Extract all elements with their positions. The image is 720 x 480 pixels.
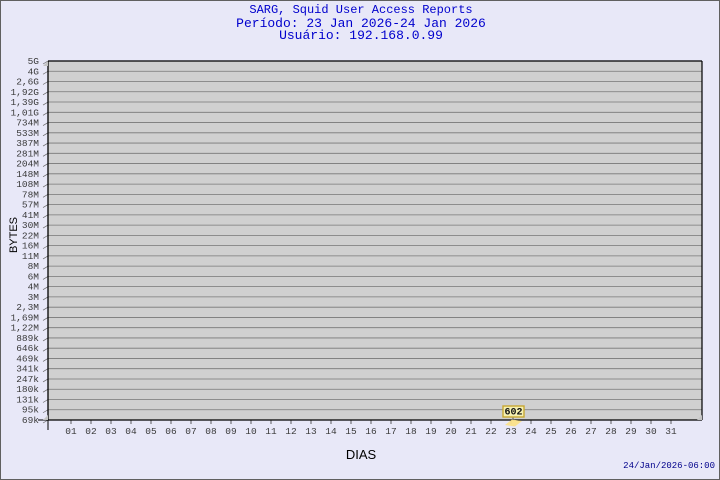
svg-text:05: 05 [145,426,157,437]
svg-text:07: 07 [185,426,196,437]
svg-text:602: 602 [504,408,522,419]
svg-text:30: 30 [645,426,657,437]
svg-text:17: 17 [385,426,396,437]
svg-text:13: 13 [305,426,317,437]
svg-text:03: 03 [105,426,117,437]
svg-text:20: 20 [445,426,457,437]
svg-text:25: 25 [545,426,557,437]
svg-text:23: 23 [505,426,517,437]
svg-text:21: 21 [465,426,477,437]
svg-text:26: 26 [565,426,577,437]
svg-text:27: 27 [585,426,596,437]
svg-text:14: 14 [325,426,337,437]
svg-text:08: 08 [205,426,217,437]
svg-text:16: 16 [365,426,377,437]
svg-text:24: 24 [525,426,537,437]
svg-text:09: 09 [225,426,237,437]
svg-text:18: 18 [405,426,417,437]
svg-text:10: 10 [245,426,257,437]
svg-text:11: 11 [265,426,277,437]
svg-text:19: 19 [425,426,437,437]
svg-text:06: 06 [165,426,177,437]
svg-text:29: 29 [625,426,637,437]
svg-text:02: 02 [85,426,97,437]
svg-text:28: 28 [605,426,617,437]
svg-text:04: 04 [125,426,137,437]
svg-text:15: 15 [345,426,357,437]
svg-text:31: 31 [665,426,677,437]
svg-text:12: 12 [285,426,297,437]
svg-text:22: 22 [485,426,497,437]
svg-text:69k: 69k [22,415,39,426]
svg-text:01: 01 [65,426,77,437]
